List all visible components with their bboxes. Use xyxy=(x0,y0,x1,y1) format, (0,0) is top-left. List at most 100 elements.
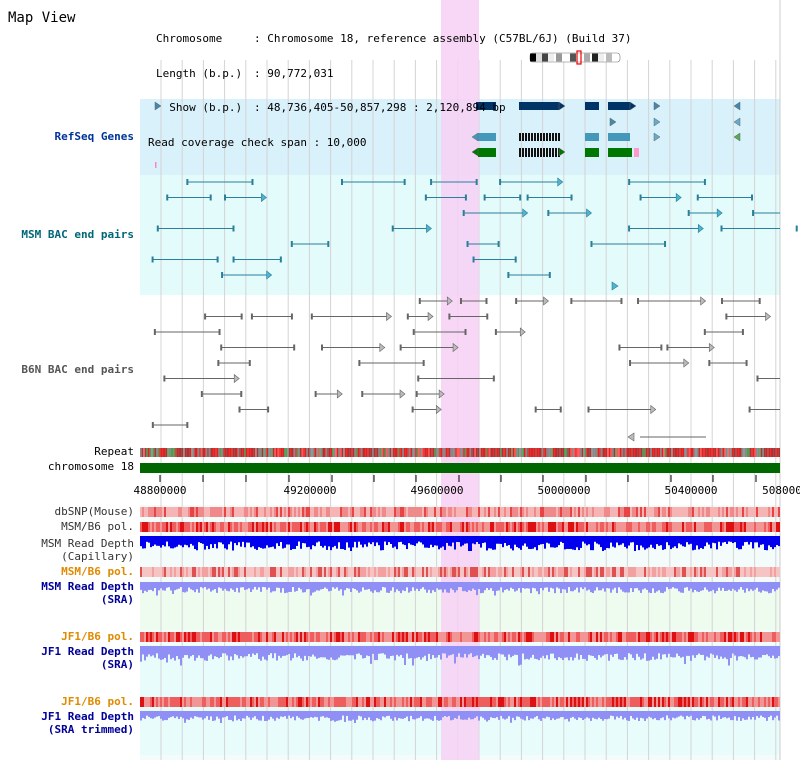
msm-capillary-depth-bar xyxy=(180,536,182,546)
repeat-element xyxy=(740,448,742,457)
msm-capillary-depth-bar xyxy=(454,536,456,550)
track-label-dbsnp[interactable]: dbSNP(Mouse) xyxy=(54,505,134,518)
dbsnp-cell xyxy=(588,507,590,517)
msm-pol-cell xyxy=(266,522,268,532)
jf1-trim-depth-bar xyxy=(430,711,432,720)
jf1-sra-depth-bar xyxy=(422,646,424,658)
msm-pol-cell xyxy=(738,522,740,532)
msm-pol2-cell xyxy=(350,567,352,577)
msm-capillary-depth-bar xyxy=(462,536,464,546)
track-label-msm-pol-1[interactable]: MSM/B6 pol. xyxy=(61,520,134,533)
b6n-bac-pair-end xyxy=(703,329,706,335)
jf1-pol2-cell xyxy=(444,697,446,707)
msm-pol-cell xyxy=(286,522,288,532)
repeat-element xyxy=(696,448,699,457)
jf1-pol-cell xyxy=(360,632,362,642)
jf1-sra-depth-bar xyxy=(164,646,166,658)
repeat-element xyxy=(708,448,710,457)
msm-pol2-cell xyxy=(764,567,766,577)
msm-sra-depth-bar xyxy=(476,582,478,596)
dbsnp-cell xyxy=(546,507,548,517)
jf1-sra-depth-bar xyxy=(208,646,210,656)
msm-pol2-cell xyxy=(454,567,456,577)
dbsnp-cell xyxy=(190,507,192,517)
msm-capillary-depth-bar xyxy=(344,536,346,550)
jf1-pol2-cell xyxy=(496,697,498,707)
msm-capillary-depth-bar xyxy=(252,536,254,547)
jf1-trim-depth-bar xyxy=(338,711,340,721)
jf1-pol2-cell xyxy=(416,697,418,707)
jf1-pol2-cell xyxy=(328,697,330,707)
repeat-element xyxy=(397,448,400,457)
msm-bac-pair-end xyxy=(547,210,550,216)
track-label-jf1-pol-2[interactable]: JF1/B6 pol. xyxy=(61,695,134,708)
msm-capillary-depth-bar xyxy=(288,536,290,545)
jf1-sra-depth-bar xyxy=(562,646,564,660)
jf1-pol2-cell xyxy=(448,697,450,707)
track-label-jf1-pol-1[interactable]: JF1/B6 pol. xyxy=(61,630,134,643)
dbsnp-cell xyxy=(424,507,426,517)
repeat-element xyxy=(148,448,150,457)
msm-sra-depth-bar xyxy=(542,582,544,591)
jf1-pol2-cell xyxy=(170,697,172,707)
repeat-element xyxy=(272,448,275,457)
msm-sra-depth-bar xyxy=(694,582,696,590)
track-label-msm-depth-cap[interactable]: MSM Read Depth xyxy=(41,537,134,550)
msm-bac-pair-end xyxy=(209,194,212,201)
msm-pol2-cell xyxy=(712,567,714,577)
msm-pol2-cell xyxy=(268,567,270,577)
dbsnp-cell xyxy=(512,507,514,517)
msm-capillary-depth-bar xyxy=(444,536,446,550)
jf1-trim-depth-bar xyxy=(322,711,324,717)
track-label-b6n-bac[interactable]: B6N BAC end pairs xyxy=(21,363,134,376)
msm-pol2-cell xyxy=(244,567,246,577)
msm-capillary-depth-bar xyxy=(322,536,324,548)
track-label-jf1-depth-sra[interactable]: JF1 Read Depth xyxy=(41,645,134,658)
repeat-element xyxy=(280,448,283,457)
track-label-chromosome[interactable]: chromosome 18 xyxy=(47,460,134,473)
track-label-msm-bac[interactable]: MSM BAC end pairs xyxy=(21,228,134,241)
jf1-sra-depth-bar xyxy=(664,646,666,655)
jf1-pol2-cell xyxy=(574,697,576,707)
msm-pol-cell xyxy=(230,522,232,532)
jf1-pol2-cell xyxy=(514,697,516,707)
msm-pol2-cell xyxy=(562,567,564,577)
msm-pol-cell xyxy=(406,522,408,532)
track-label-refseq[interactable]: RefSeq Genes xyxy=(54,130,134,143)
msm-capillary-depth-bar xyxy=(320,536,322,546)
msm-capillary-depth-bar xyxy=(146,536,148,542)
jf1-pol-cell xyxy=(412,632,414,642)
msm-capillary-depth-bar xyxy=(286,536,288,545)
dbsnp-cell xyxy=(448,507,450,517)
jf1-trim-depth-bar xyxy=(252,711,254,718)
track-label-msm-depth-sra[interactable]: MSM Read Depth xyxy=(41,580,134,593)
track-label-repeat[interactable]: Repeat xyxy=(94,445,134,458)
msm-sra-depth-bar xyxy=(346,582,348,589)
jf1-pol-cell xyxy=(282,632,284,642)
b6n-bac-pair-end xyxy=(519,327,526,337)
msm-pol2-cell xyxy=(404,567,406,577)
track-label-msm-depth-sra-sub: (SRA) xyxy=(100,593,134,606)
jf1-trim-depth-bar xyxy=(186,711,188,720)
repeat-element xyxy=(583,448,585,457)
repeat-element xyxy=(448,448,451,457)
msm-sra-depth-bar xyxy=(238,582,240,593)
jf1-pol2-cell xyxy=(664,697,666,707)
jf1-sra-depth-bar xyxy=(310,646,312,657)
jf1-sra-depth-bar xyxy=(424,646,426,656)
jf1-pol2-cell xyxy=(414,697,416,707)
repeat-element xyxy=(450,448,452,457)
track-label-jf1-depth-trim[interactable]: JF1 Read Depth xyxy=(41,710,134,723)
msm-pol-cell xyxy=(420,522,422,532)
jf1-trim-depth-bar xyxy=(620,711,622,717)
repeat-element xyxy=(645,448,648,457)
msm-pol2-cell xyxy=(678,567,680,577)
repeat-element xyxy=(722,448,724,457)
ideogram-band xyxy=(606,53,612,62)
chromosome-bar xyxy=(140,463,780,473)
track-label-msm-pol-2[interactable]: MSM/B6 pol. xyxy=(61,565,134,578)
jf1-pol-cell xyxy=(756,632,758,642)
b6n-bac-pair-end xyxy=(422,360,425,366)
b6n-bac-pair-end xyxy=(399,389,406,399)
